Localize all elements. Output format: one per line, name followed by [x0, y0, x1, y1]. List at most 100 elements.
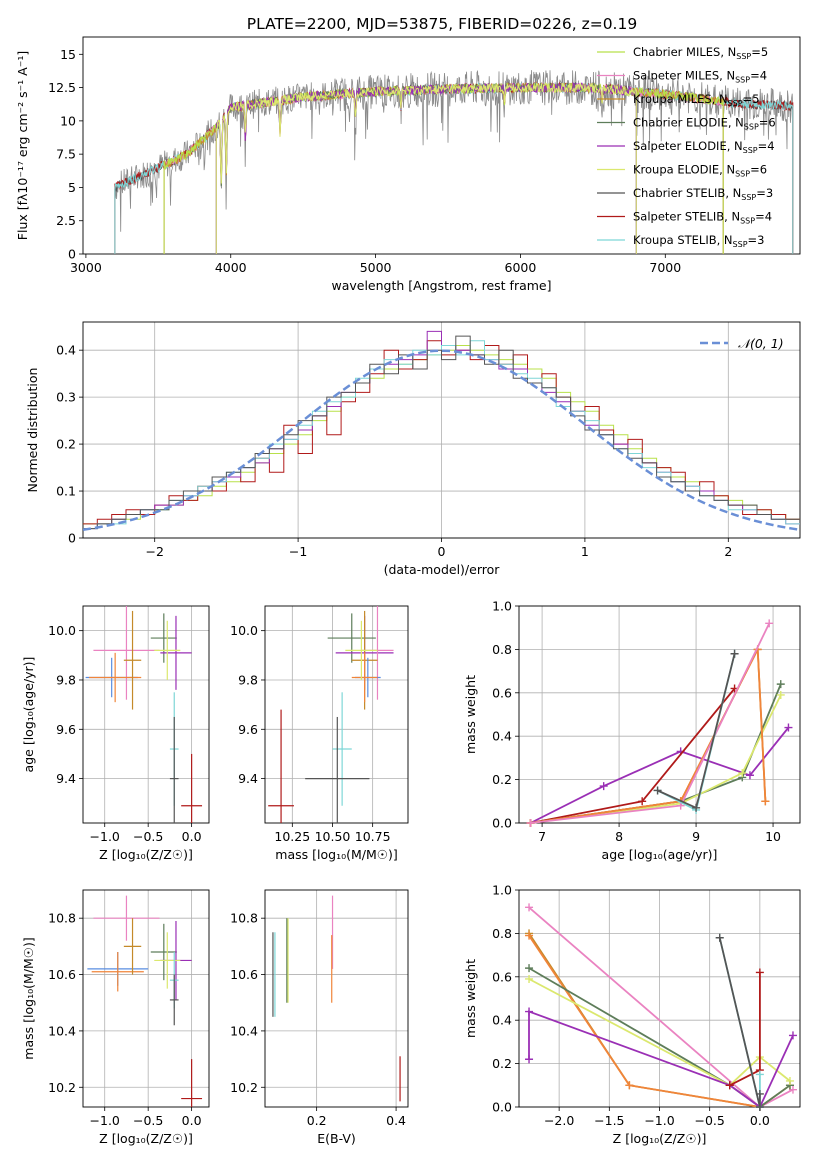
spectrum-ytick-label: 7.5: [56, 147, 76, 162]
mass_vs_Z-ytick-label: 10.8: [48, 911, 76, 926]
massweight_vs_Z-xtick-label: −1.0: [644, 1113, 674, 1128]
age_vs_Z-ytick-label: 9.6: [56, 722, 76, 737]
massweight_vs_age-xtick-label: 7: [538, 829, 546, 844]
spectrum-legend-label: Chabrier ELODIE, NSSP=6: [633, 116, 776, 132]
massweight_vs_Z-marker: [755, 1089, 764, 1098]
mass_vs_ebv-points: [272, 895, 401, 1102]
spectrum-model-kroupa_elodie: [215, 81, 637, 254]
massweight_vs_age-ytick-label: 0.2: [492, 772, 512, 787]
massweight_vs_age-marker: [776, 680, 785, 689]
massweight_vs_Z-frame: [518, 889, 801, 1108]
massweight_vs_Z-marker: [525, 974, 534, 983]
massweight_vs_Z-marker: [755, 968, 764, 977]
spectrum-ytick-label: 10: [60, 113, 76, 128]
panel-spectrum: 3000 4000 5000 6000 7000 0 2.5 5 7.5 10 12.5 15 wave…: [15, 36, 801, 293]
massweight_vs_Z-xtick-label: −1.5: [594, 1113, 624, 1128]
massweight_vs_Z-xtick-label: −0.5: [694, 1113, 724, 1128]
panel-age_vs_mass: 10.25 10.50 10.75 9.4 9.6 9.8 10.0 mass [log₁₀(…: [230, 605, 409, 862]
massweight_vs_age-xtick-label: 9: [692, 829, 700, 844]
mass_vs_ebv-ytick-label: 10.2: [230, 1080, 258, 1095]
massweight_vs_Z-marker: [525, 964, 534, 973]
mass_vs_Z-ylabel: mass [log₁₀(M/M☉)]: [21, 937, 36, 1059]
massweight_vs_Z-line-salpeter_stelib: [729, 972, 761, 1087]
spectrum-legend-label: Salpeter STELIB, NSSP=4: [633, 210, 772, 226]
mass_vs_Z-ytick-label: 10.2: [48, 1080, 76, 1095]
residuals-xtick-label: −2: [145, 544, 163, 559]
spectrum-legend-label: Salpeter MILES, NSSP=4: [633, 69, 767, 85]
spectrum-legend-label: Kroupa ELODIE, NSSP=6: [633, 163, 767, 179]
residuals-xtick-label: 2: [724, 544, 732, 559]
residuals-ylabel: Normed distribution: [25, 368, 40, 493]
age_vs_mass-xtick-label: 10.75: [355, 829, 391, 844]
mass_vs_ebv-xtick-label: 0.2: [307, 1113, 327, 1128]
mass_vs_ebv-ytick-label: 10.4: [230, 1023, 258, 1038]
residuals-xtick-label: −1: [289, 544, 307, 559]
massweight_vs_Z-marker: [788, 1085, 797, 1094]
age_vs_mass-xtick-label: 10.50: [315, 829, 351, 844]
age_vs_mass-points: [268, 606, 394, 823]
residuals-frame: [82, 321, 801, 539]
mass_vs_ebv-xtick-label: 0.4: [386, 1113, 406, 1128]
massweight_vs_Z-line-chabrier_stelib: [718, 937, 761, 1108]
massweight_vs_Z-marker: [725, 1081, 734, 1090]
residuals-xlabel: (data-model)/error: [384, 562, 501, 577]
mass_vs_ebv-ytick-label: 10.6: [230, 967, 258, 982]
massweight_vs_age-frame: [518, 605, 801, 824]
massweight_vs_Z-marker: [525, 1055, 534, 1064]
massweight_vs_Z-ytick-label: 0.4: [492, 1013, 512, 1028]
massweight_vs_Z-xlabel: Z [log₁₀(Z/Z☉)]: [613, 1131, 707, 1146]
spectrum-xtick-label: 4000: [215, 260, 247, 275]
spectrum-xtick-label: 3000: [70, 260, 102, 275]
spectrum-legend-label: Chabrier MILES, NSSP=5: [633, 45, 768, 61]
figure-title: PLATE=2200, MJD=53875, FIBERID=0226, z=0…: [247, 15, 637, 33]
mass_vs_ebv-ytick-label: 10.8: [230, 911, 258, 926]
mass_vs_Z-frame: [82, 889, 210, 1108]
massweight_vs_age-marker: [653, 786, 662, 795]
massweight_vs_age-marker: [638, 797, 647, 806]
residuals-ytick-label: 0.2: [56, 437, 76, 452]
spectrum-xlabel: wavelength [Angstrom, rest frame]: [331, 278, 551, 293]
massweight_vs_Z-marker: [525, 903, 534, 912]
massweight_vs_Z-marker: [785, 1076, 794, 1085]
residuals-xtick-label: 0: [438, 544, 446, 559]
residuals-ytick-label: 0.3: [56, 390, 76, 405]
spectrum-legend-label: Salpeter ELODIE, NSSP=4: [633, 139, 775, 155]
massweight_vs_Z-ytick-label: 0.0: [492, 1100, 512, 1115]
massweight_vs_age-xlabel: age [log₁₀(age/yr)]: [602, 847, 718, 862]
mass_vs_Z-points: [87, 895, 203, 1107]
spectrum-legend-label: Kroupa MILES, NSSP=5: [633, 92, 759, 108]
massweight_vs_age-ytick-label: 0.6: [492, 685, 512, 700]
age_vs_mass-xtick-label: 10.25: [274, 829, 310, 844]
spectrum-ytick-label: 12.5: [48, 80, 76, 95]
massweight_vs_age-marker: [784, 723, 793, 732]
age_vs_mass-xlabel: mass [log₁₀(M/M☉)]: [275, 847, 397, 862]
panel-age_vs_Z: −1.0 −0.5 0.0 9.4 9.6 9.8 10.0 Z [log₁₀(Z/Z☉)] a…: [21, 605, 210, 862]
age_vs_Z-frame: [82, 605, 210, 824]
massweight_vs_age-marker: [692, 803, 701, 812]
age_vs_Z-ytick-label: 10.0: [48, 623, 76, 638]
spectrum-ytick-label: 5: [68, 180, 76, 195]
massweight_vs_age-ytick-label: 1.0: [492, 599, 512, 614]
residuals-ytick-label: 0.4: [56, 343, 76, 358]
mass_vs_ebv-frame: [264, 889, 409, 1108]
mass_vs_Z-xtick-label: −0.5: [133, 1113, 163, 1128]
spectrum-frame: [82, 36, 801, 255]
residuals-legend-label: 𝒩(0, 1): [738, 336, 784, 351]
residuals-ytick-label: 0: [68, 531, 76, 546]
mass_vs_Z-ytick-label: 10.6: [48, 967, 76, 982]
massweight_vs_age-xtick-label: 8: [615, 829, 623, 844]
massweight_vs_age-xtick-label: 10: [765, 829, 781, 844]
age_vs_mass-ytick-label: 9.4: [238, 771, 258, 786]
residuals-hist: [83, 330, 800, 532]
age_vs_Z-ytick-label: 9.4: [56, 771, 76, 786]
massweight_vs_age-ytick-label: 0.8: [492, 642, 512, 657]
residuals-ytick-label: 0.1: [56, 484, 76, 499]
massweight_vs_age-marker: [745, 771, 754, 780]
massweight_vs_age-marker: [599, 782, 608, 791]
age_vs_Z-xtick-label: 0.0: [182, 829, 202, 844]
spectrum-legend-label: Kroupa STELIB, NSSP=3: [633, 233, 764, 249]
age_vs_Z-xtick-label: −0.5: [133, 829, 163, 844]
massweight_vs_age-line-chabrier_elodie: [530, 683, 782, 824]
massweight_vs_Z-marker: [755, 1070, 764, 1079]
